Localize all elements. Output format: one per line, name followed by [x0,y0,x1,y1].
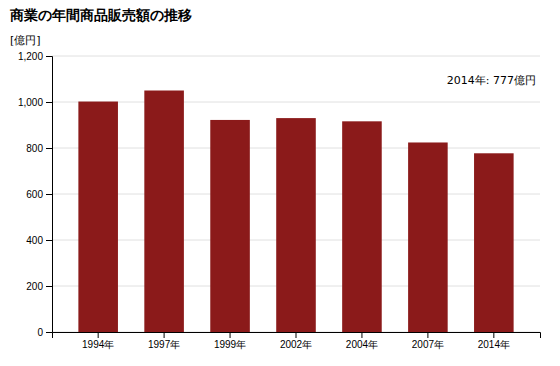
x-axis-line [53,333,541,339]
grid-line [52,102,540,103]
grid [52,56,540,332]
x-axis: 1994年 1997年 1999年 2002年 2004年 2007年 2014年 [53,332,541,350]
x-tick-mark [98,332,99,338]
x-tick-label: 2014年 [478,339,510,350]
grid-line [52,56,540,57]
x-tick-label: 2004年 [346,339,378,350]
plot: 0 200 400 600 800 1,000 1,200 1994年 1997年 1999年 20… [18,51,541,350]
y-tick-label: 600 [26,189,43,200]
x-tick: 1994年 [82,332,114,350]
y-tick: 400 [26,235,52,246]
y-tick: 1,000 [18,97,52,108]
y-tick-label: 200 [26,281,43,292]
title: 商業の年間商品販売額の推移 [9,7,192,23]
chart: 0 200 400 600 800 1,000 1,200 1994年 1997年 1999年 20… [0,0,560,366]
y-tick-label: 1,200 [18,51,43,62]
y-tick-mark [46,332,52,333]
y-axis: 0 200 400 600 800 1,000 1,200 [18,51,53,338]
y-tick: 1,200 [18,51,52,62]
x-tick: 1997年 [148,332,180,350]
x-tick-mark [296,332,297,338]
bar [144,91,184,333]
x-tick: 2007年 [412,332,444,350]
y-tick-mark [46,56,52,57]
y-tick-label: 1,000 [18,97,43,108]
x-tick-label: 1999年 [214,339,246,350]
bar [276,118,316,332]
x-tick: 1999年 [214,332,246,350]
x-tick: 2004年 [346,332,378,350]
x-tick-mark [493,332,494,338]
y-tick-mark [46,286,52,287]
y-tick-label: 0 [37,327,43,338]
x-tick-label: 2002年 [280,339,312,350]
x-tick-mark [361,332,362,338]
y-tick: 800 [26,143,52,154]
x-tick-label: 1994年 [82,339,114,350]
x-tick-mark [230,332,231,338]
y-tick-mark [46,102,52,103]
bar [408,142,448,332]
y-tick: 600 [26,189,52,200]
bar [78,102,118,332]
y-tick-mark [46,240,52,241]
y-tick-label: 400 [26,235,43,246]
bar [210,120,250,332]
bar [342,121,382,332]
bars [78,91,513,333]
x-tick: 2014年 [478,332,510,350]
y-tick-label: 800 [26,143,43,154]
x-tick: 2002年 [280,332,312,350]
y-axis-line [46,57,53,333]
y-tick: 0 [37,327,52,338]
x-tick-mark [164,332,165,338]
x-tick-label: 1997年 [148,339,180,350]
y-tick: 200 [26,281,52,292]
y-tick-mark [46,148,52,149]
y-tick-mark [46,194,52,195]
annotation: 2014年: 777億円 [447,74,536,87]
x-tick-mark [427,332,428,338]
bar [474,153,514,332]
y-axis-label: [億円] [10,34,41,47]
x-tick-label: 2007年 [412,339,444,350]
